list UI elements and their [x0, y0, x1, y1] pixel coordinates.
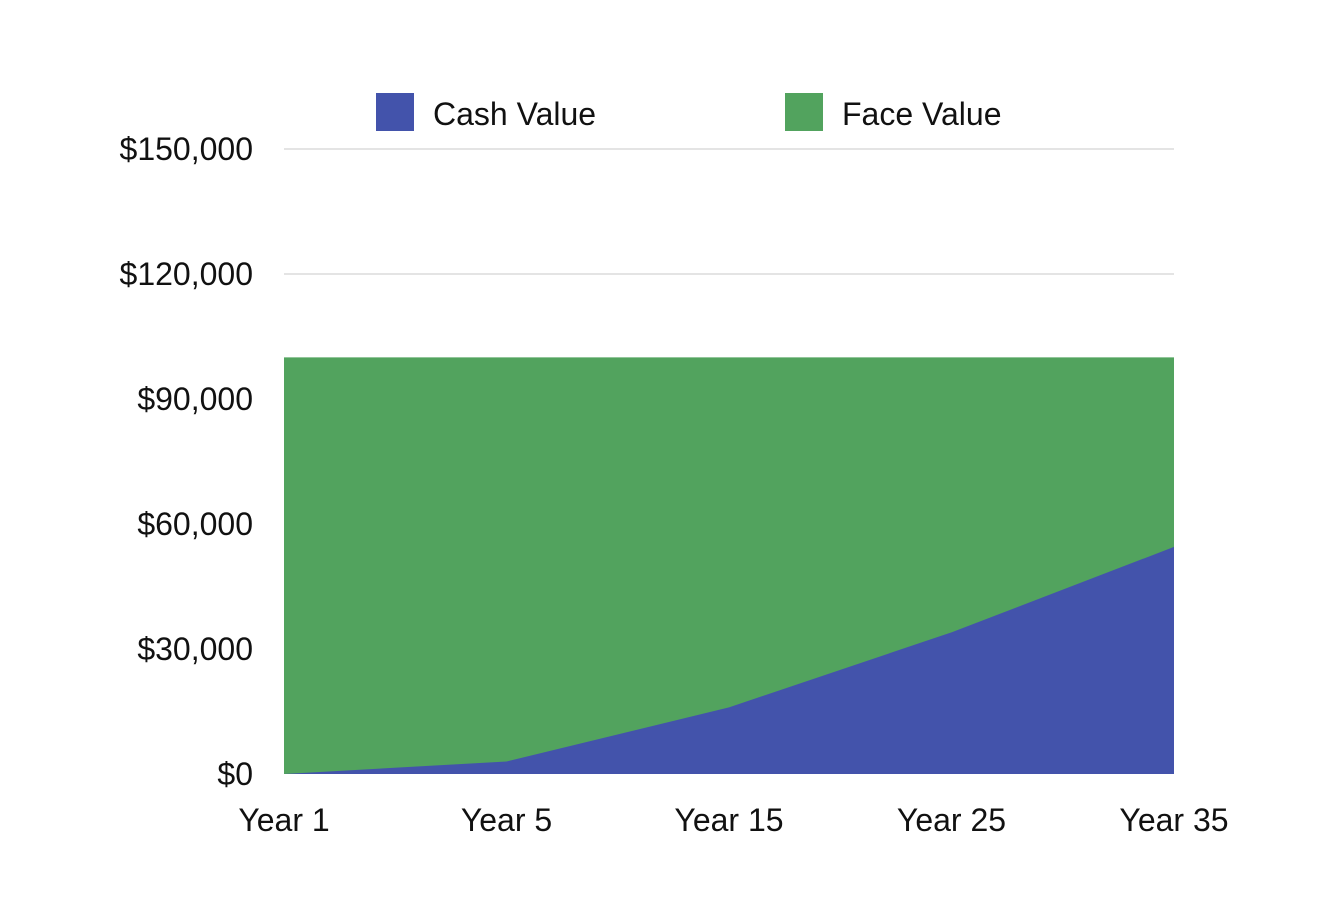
y-tick-label-150-000: $150,000 [120, 131, 253, 167]
legend-swatch-face-value [785, 93, 823, 131]
series-areas [284, 357, 1174, 774]
y-tick-label-120-000: $120,000 [120, 256, 253, 292]
x-axis-ticks: Year 1 Year 5 Year 15 Year 25 Year 35 [238, 802, 1228, 838]
legend-item-face-value: Face Value [785, 93, 1002, 132]
x-tick-label-year-25: Year 25 [897, 802, 1006, 838]
cash-value-area [284, 546, 1174, 774]
y-tick-label-0: $0 [217, 756, 253, 792]
x-tick-label-year-1: Year 1 [238, 802, 329, 838]
y-tick-label-30-000: $30,000 [137, 631, 253, 667]
x-tick-label-year-35: Year 35 [1119, 802, 1228, 838]
legend-label-cash-value: Cash Value [433, 96, 596, 132]
legend-item-cash-value: Cash Value [376, 93, 596, 132]
legend-swatch-cash-value [376, 93, 414, 131]
legend-label-face-value: Face Value [842, 96, 1002, 132]
y-tick-label-60-000: $60,000 [137, 506, 253, 542]
x-tick-label-year-5: Year 5 [461, 802, 552, 838]
legend: Cash Value Face Value [376, 93, 1002, 132]
y-tick-label-90-000: $90,000 [137, 381, 253, 417]
y-axis-ticks: $0 $30,000 $60,000 $90,000 $120,000 $150,000 [120, 131, 253, 792]
x-tick-label-year-15: Year 15 [674, 802, 783, 838]
